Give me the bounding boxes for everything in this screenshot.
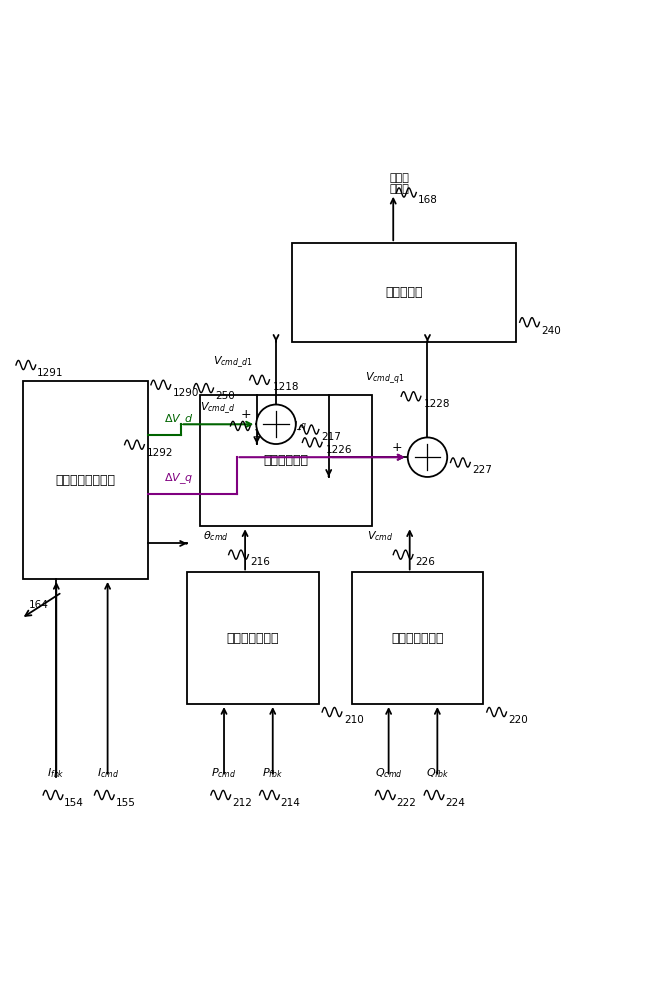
Text: $\Delta V\_d$: $\Delta V\_d$ — [164, 412, 194, 427]
Text: $Q_{cmd}$: $Q_{cmd}$ — [375, 766, 402, 780]
Text: 155: 155 — [116, 798, 135, 808]
Bar — [187, 572, 319, 704]
Text: $I_{cmd}$: $I_{cmd}$ — [96, 766, 119, 780]
Text: 210: 210 — [344, 715, 364, 725]
Text: $V_{cmd\_d1}$: $V_{cmd\_d1}$ — [214, 355, 253, 370]
Text: 212: 212 — [232, 798, 252, 808]
Text: 240: 240 — [541, 326, 561, 336]
Text: +: + — [240, 408, 251, 421]
Text: 1216: 1216 — [254, 429, 280, 439]
Text: 217: 217 — [321, 432, 341, 442]
Text: 信号产生器: 信号产生器 — [386, 286, 423, 299]
Text: $\Delta V\_q$: $\Delta V\_q$ — [164, 471, 193, 486]
Text: $V_{cmd\_q1}$: $V_{cmd\_q1}$ — [365, 371, 404, 386]
Text: 224: 224 — [446, 798, 465, 808]
Text: 226: 226 — [415, 557, 435, 567]
Text: 负序电流补偿单元: 负序电流补偿单元 — [55, 474, 115, 487]
Text: 坐标变换单元: 坐标变换单元 — [264, 454, 308, 467]
Text: 有功功率调节器: 有功功率调节器 — [226, 632, 280, 645]
Bar — [23, 381, 147, 579]
Text: 无功功率调节器: 无功功率调节器 — [391, 632, 444, 645]
Text: 1228: 1228 — [424, 399, 451, 409]
Text: 214: 214 — [281, 798, 301, 808]
Circle shape — [408, 437, 448, 477]
Bar — [293, 243, 517, 342]
Circle shape — [256, 405, 295, 444]
Text: 220: 220 — [509, 715, 529, 725]
Text: $V_{cmd\_d}$: $V_{cmd\_d}$ — [200, 401, 235, 416]
Text: 1226: 1226 — [325, 445, 352, 455]
Text: 222: 222 — [396, 798, 416, 808]
Text: $P_{fbk}$: $P_{fbk}$ — [262, 766, 284, 780]
Text: 168: 168 — [418, 195, 438, 205]
Text: $I_{fbk}$: $I_{fbk}$ — [47, 766, 65, 780]
Text: $V_{cmd\_q}$: $V_{cmd\_q}$ — [272, 417, 307, 433]
Text: 164: 164 — [29, 600, 49, 610]
Text: 脉宽调
制信号: 脉宽调 制信号 — [390, 173, 410, 194]
Text: 250: 250 — [214, 391, 234, 401]
Text: 154: 154 — [64, 798, 84, 808]
Text: 1218: 1218 — [273, 382, 299, 392]
Text: $Q_{fbk}$: $Q_{fbk}$ — [426, 766, 449, 780]
Text: +: + — [392, 441, 402, 454]
Text: $V_{cmd}$: $V_{cmd}$ — [367, 529, 393, 543]
Text: $P_{cmd}$: $P_{cmd}$ — [211, 766, 237, 780]
Text: $\theta_{cmd}$: $\theta_{cmd}$ — [203, 529, 228, 543]
Bar — [201, 395, 371, 526]
Text: 227: 227 — [472, 465, 492, 475]
Text: 1292: 1292 — [146, 448, 173, 458]
Bar — [352, 572, 483, 704]
Text: 216: 216 — [250, 557, 270, 567]
Text: 1290: 1290 — [173, 388, 199, 398]
Text: 1291: 1291 — [37, 368, 64, 378]
